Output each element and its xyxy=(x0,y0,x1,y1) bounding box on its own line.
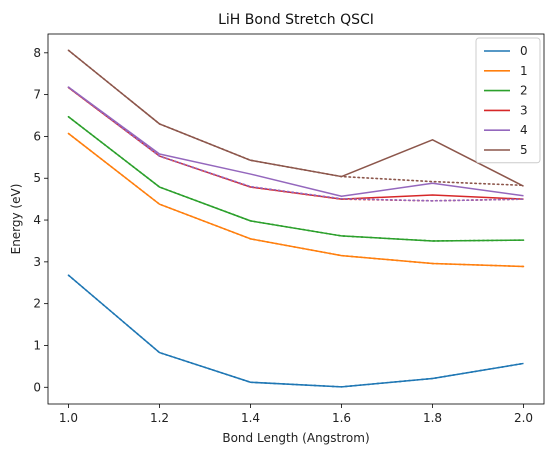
legend-label: 4 xyxy=(520,123,528,137)
y-tick-label: 2 xyxy=(33,297,41,311)
series-5-reference-line xyxy=(67,49,525,187)
y-tick-label: 7 xyxy=(33,88,41,102)
legend: 0 1 2 3 4 5 xyxy=(475,37,541,164)
legend-label: 0 xyxy=(520,44,528,58)
x-tick-label: 2.0 xyxy=(514,411,533,425)
series-1-line xyxy=(68,132,524,268)
series-2-line xyxy=(68,116,524,242)
plot-frame xyxy=(47,33,545,405)
y-tick-label: 0 xyxy=(33,380,41,394)
y-axis-label: Energy (eV) xyxy=(9,184,23,255)
series-0-reference-line xyxy=(67,274,525,388)
series-5-line xyxy=(68,49,524,187)
legend-box xyxy=(475,37,541,164)
y-tick-label: 1 xyxy=(33,338,41,352)
y-tick-label: 6 xyxy=(33,129,41,143)
x-tick-label: 1.2 xyxy=(150,411,169,425)
series-0-line xyxy=(67,274,524,388)
series-2-reference-line xyxy=(67,115,525,242)
series-3-line xyxy=(68,86,524,200)
y-tick-label: 8 xyxy=(33,46,41,60)
x-axis-label: Bond Length (Angstrom) xyxy=(222,431,369,445)
x-tick-label: 1.8 xyxy=(423,411,442,425)
x-tick-label: 1.0 xyxy=(59,411,78,425)
legend-label: 2 xyxy=(520,84,528,98)
legend-label: 1 xyxy=(520,64,528,78)
plot-area: 1.0 1.2 1.4 1.6 1.8 2.0 0 1 2 3 4 5 6 7 8 xyxy=(33,33,545,425)
y-tick-label: 4 xyxy=(33,213,41,227)
y-tick-label: 5 xyxy=(33,171,41,185)
legend-label: 3 xyxy=(520,103,528,117)
y-tick-label: 3 xyxy=(33,255,41,269)
legend-label: 5 xyxy=(520,143,528,157)
chart-title: LiH Bond Stretch QSCI xyxy=(218,12,374,28)
series-4-line xyxy=(68,86,524,197)
x-tick-label: 1.4 xyxy=(241,411,260,425)
x-tick-label: 1.6 xyxy=(332,411,351,425)
series-4-reference-line xyxy=(67,86,525,202)
